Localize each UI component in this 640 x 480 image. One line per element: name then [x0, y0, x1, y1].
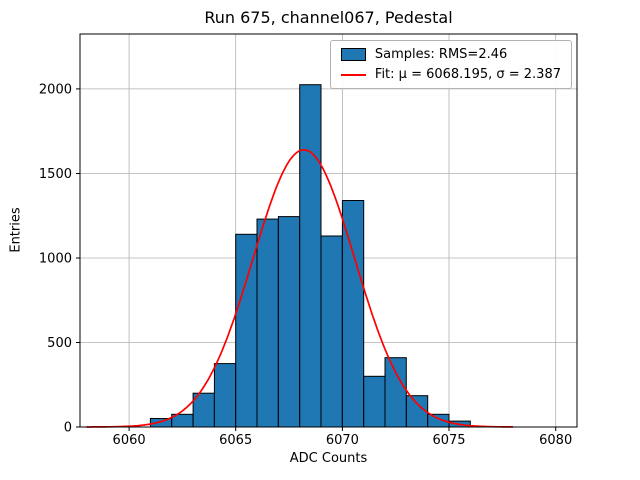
fit-line-swatch — [340, 68, 366, 81]
y-tick-label: 1000 — [39, 252, 72, 267]
x-tick-label: 6060 — [113, 433, 146, 448]
y-tick-label: 1500 — [39, 167, 72, 182]
histogram-bar — [256, 218, 279, 428]
y-tick-label: 0 — [64, 421, 72, 436]
histogram-bar — [277, 216, 301, 428]
legend-entry-fit: Fit: μ = 6068.195, σ = 2.387 — [340, 67, 561, 82]
histogram-bar — [235, 233, 258, 428]
legend-fit-label: Fit: μ = 6068.195, σ = 2.387 — [374, 67, 561, 82]
histogram-bar — [363, 375, 386, 428]
y-tick-label: 2000 — [39, 82, 72, 97]
axes-spine — [79, 33, 578, 428]
x-tick-label: 6080 — [539, 433, 572, 448]
x-tick-label: 6065 — [219, 433, 252, 448]
fit-curve — [86, 148, 513, 428]
histogram-bar — [320, 235, 343, 428]
histogram-bar — [299, 84, 322, 428]
legend: Samples: RMS=2.46 Fit: μ = 6068.195, σ =… — [329, 40, 572, 89]
chart-title: Run 675, channel067, Pedestal — [204, 8, 453, 27]
x-tick-label: 6070 — [326, 433, 359, 448]
x-axis-label: ADC Counts — [289, 451, 368, 466]
x-tick-label: 6075 — [432, 433, 465, 448]
histogram-bar — [384, 357, 407, 428]
y-tick-label: 500 — [47, 336, 72, 351]
histogram-bar — [213, 363, 237, 428]
legend-samples-label: Samples: RMS=2.46 — [374, 47, 508, 62]
histogram-bar — [405, 395, 429, 428]
histogram-bar — [341, 200, 365, 428]
y-axis-label: Entries — [8, 207, 24, 253]
samples-patch-swatch — [340, 48, 366, 61]
legend-entry-samples: Samples: RMS=2.46 — [340, 47, 561, 62]
fit-line-swatch-line — [340, 73, 366, 76]
